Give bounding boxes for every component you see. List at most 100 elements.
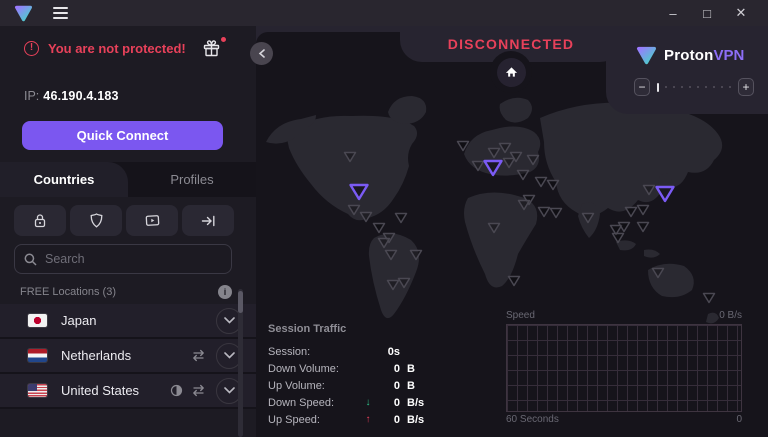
search-box[interactable]	[14, 244, 232, 274]
zoom-tick-dot	[665, 86, 667, 88]
traffic-row: Up Speed: ↑ 0 B/s	[268, 411, 468, 428]
map-pin[interactable]	[471, 160, 485, 172]
map-pin[interactable]	[347, 204, 361, 216]
map-pin[interactable]	[487, 147, 501, 159]
close-button[interactable]: ✕	[735, 5, 747, 20]
map-pin-highlighted[interactable]	[349, 183, 369, 201]
zoom-tick-dot	[673, 86, 675, 88]
map-pin[interactable]	[372, 222, 386, 234]
home-button-ring	[490, 51, 532, 93]
traffic-value: 0	[393, 413, 400, 426]
netshield-filter-button[interactable]	[70, 205, 122, 236]
connection-status-flap: DISCONNECTED	[400, 26, 622, 62]
traffic-row: Session: 0s	[268, 343, 468, 360]
collapse-sidebar-button[interactable]	[250, 42, 273, 65]
zoom-in-button[interactable]: +	[738, 78, 754, 96]
map-pin[interactable]	[534, 176, 548, 188]
map-pin[interactable]	[498, 142, 512, 154]
map-pin[interactable]	[517, 199, 531, 211]
speed-grid	[506, 324, 742, 412]
map-pin[interactable]	[537, 206, 551, 218]
map-pin-highlighted[interactable]	[655, 185, 675, 203]
map-pin[interactable]	[651, 267, 665, 279]
map-pin[interactable]	[549, 207, 563, 219]
map-pin[interactable]	[394, 212, 408, 224]
tab-countries[interactable]: Countries	[0, 162, 128, 197]
country-name: Japan	[61, 313, 97, 328]
country-row-nl[interactable]: Netherlands	[0, 339, 256, 374]
sidebar-scrollbar[interactable]	[238, 289, 243, 437]
search-input[interactable]	[45, 252, 205, 266]
map-pin-highlighted[interactable]	[483, 159, 503, 177]
map-pin[interactable]	[397, 277, 411, 289]
protection-warning: ! You are not protected!	[24, 41, 232, 56]
half-circle-icon	[170, 384, 183, 397]
titlebar: – □ ✕	[0, 0, 768, 26]
scrollbar-thumb[interactable]	[238, 291, 243, 313]
sidebar: ! You are not protected! IP: 46.190.4.183…	[0, 26, 256, 437]
map-pin[interactable]	[456, 140, 470, 152]
menu-hamburger-icon[interactable]	[53, 7, 68, 19]
free-locations-section: FREE Locations (3) i	[20, 285, 242, 299]
chevron-down-icon	[223, 317, 235, 324]
map-pin[interactable]	[526, 154, 540, 166]
map-pin[interactable]	[359, 211, 373, 223]
section-label: FREE Locations (3)	[20, 286, 116, 298]
zoom-level-indicator[interactable]	[657, 82, 659, 92]
map-pin[interactable]	[343, 151, 357, 163]
traffic-label: Down Volume:	[268, 362, 339, 375]
tab-profiles[interactable]: Profiles	[170, 172, 214, 187]
zoom-tick-dot	[713, 86, 715, 88]
zoom-slider[interactable]	[650, 82, 738, 92]
map-pin[interactable]	[636, 221, 650, 233]
info-icon[interactable]: i	[218, 285, 232, 299]
map-pin[interactable]	[377, 237, 391, 249]
map-pin[interactable]	[384, 249, 398, 261]
map-pin[interactable]	[409, 249, 423, 261]
world-map: Session Traffic Session: 0s Down Volume: 0 B…	[256, 32, 768, 437]
map-pin[interactable]	[617, 221, 631, 233]
traffic-label: Up Volume:	[268, 379, 325, 392]
country-row-us[interactable]: United States	[0, 374, 256, 409]
map-pin[interactable]	[487, 222, 501, 234]
flag-us-icon	[28, 384, 47, 397]
speed-max-label: 0 B/s	[719, 310, 742, 321]
sidebar-content: FREE Locations (3) i Japan Netherlands Uni…	[0, 197, 256, 437]
zoom-tick-dot	[689, 86, 691, 88]
p2p-filter-button[interactable]	[182, 205, 234, 236]
map-pin[interactable]	[516, 169, 530, 181]
traffic-unit: B/s	[407, 396, 425, 409]
traffic-value: 0	[393, 362, 400, 375]
traffic-unit: B	[407, 362, 415, 375]
secure-core-filter-button[interactable]	[14, 205, 66, 236]
traffic-value: 0s	[387, 345, 400, 358]
gift-icon[interactable]	[202, 36, 227, 59]
warning-icon: !	[24, 41, 39, 56]
map-pin[interactable]	[546, 179, 560, 191]
minimize-button[interactable]: –	[669, 5, 677, 21]
country-row-jp[interactable]: Japan	[0, 304, 256, 339]
zoom-tick-dot	[697, 86, 699, 88]
streaming-filter-button[interactable]	[126, 205, 178, 236]
map-area: Session Traffic Session: 0s Down Volume: 0 B…	[250, 26, 768, 437]
home-button[interactable]	[496, 57, 526, 87]
server-filters	[14, 205, 234, 236]
map-pin[interactable]	[702, 292, 716, 304]
traffic-label: Down Speed:	[268, 396, 335, 409]
map-pin[interactable]	[624, 206, 638, 218]
session-traffic-panel: Session Traffic Session: 0s Down Volume: 0 B…	[268, 323, 468, 428]
map-pin[interactable]	[386, 279, 400, 291]
maximize-button[interactable]: □	[703, 5, 711, 21]
map-pin[interactable]	[636, 204, 650, 216]
zoom-out-button[interactable]: −	[634, 78, 650, 96]
quick-connect-button[interactable]: Quick Connect	[22, 121, 223, 150]
map-pin[interactable]	[509, 151, 523, 163]
map-pin[interactable]	[609, 224, 623, 236]
map-pin[interactable]	[507, 275, 521, 287]
map-pin[interactable]	[502, 157, 516, 169]
map-pin[interactable]	[611, 232, 625, 244]
up-arrow-icon: ↑	[365, 414, 371, 425]
map-pin[interactable]	[642, 184, 656, 196]
map-pin[interactable]	[581, 212, 595, 224]
